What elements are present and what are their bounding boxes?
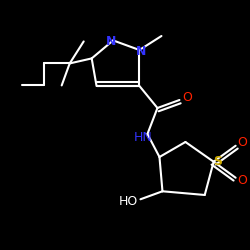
- Text: O: O: [238, 174, 248, 187]
- Text: O: O: [182, 92, 192, 104]
- Text: O: O: [238, 136, 248, 149]
- Text: S: S: [213, 155, 222, 168]
- Text: HN: HN: [134, 132, 153, 144]
- Text: N: N: [136, 44, 147, 58]
- Text: HO: HO: [119, 195, 138, 208]
- Text: N: N: [106, 35, 116, 48]
